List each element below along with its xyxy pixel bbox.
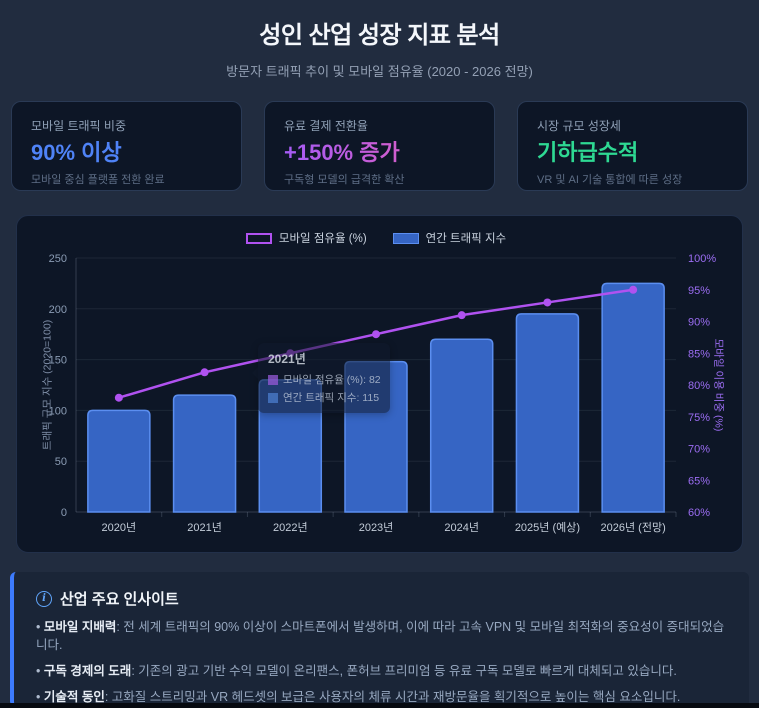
chart-tooltip: 2021년 모바일 점유율 (%): 82 연간 트래픽 지수: 115 [252, 343, 390, 413]
legend-label: 연간 트래픽 지수 [425, 233, 507, 245]
left-axis-tick: 100 [49, 405, 67, 417]
chart-panel: 모바일 점유율 (%) 연간 트래픽 지수 0 50 100 150 200 250 60%… [16, 215, 743, 553]
insight-text: : 전 세계 트래픽의 90% 이상이 스마트폰에서 발생하며, 이에 따라 고… [36, 620, 725, 653]
x-axis-label: 2026년 (전망) [601, 521, 666, 534]
stat-card-market-growth: 시장 규모 성장세 기하급수적 VR 및 AI 기술 통합에 따른 성장 [517, 101, 748, 191]
mobile-share-point [372, 330, 380, 339]
legend-item-traffic-index[interactable]: 연간 트래픽 지수 [392, 230, 507, 246]
insight-item: 구독 경제의 도래: 기존의 광고 기반 수익 모델이 온리팬스, 폰허브 프리… [36, 662, 727, 680]
stat-card-label: 유료 결제 전환율 [284, 119, 368, 133]
insights-title: 산업 주요 인사이트 [60, 591, 179, 608]
left-axis-tick: 50 [55, 456, 67, 468]
insights-panel: i 산업 주요 인사이트 모바일 지배력: 전 세계 트래픽의 90% 이상이 … [10, 572, 749, 707]
left-axis-tick: 250 [49, 253, 67, 265]
chart-legend: 모바일 점유율 (%) 연간 트래픽 지수 [76, 230, 676, 246]
tooltip-title: 2021년 [268, 352, 306, 366]
left-axis-tick: 200 [49, 304, 67, 316]
left-axis-tick: 0 [61, 507, 67, 519]
tooltip-swatch-purple [268, 374, 278, 385]
insight-text: : 고화질 스트리밍과 VR 헤드셋의 보급은 사용자의 체류 시간과 재방문율… [104, 690, 681, 705]
insight-item: 모바일 지배력: 전 세계 트래픽의 90% 이상이 스마트폰에서 발생하며, … [36, 618, 727, 654]
right-axis-tick: 95% [688, 285, 710, 297]
tooltip-row: 모바일 점유율 (%): 82 [268, 372, 381, 387]
mobile-share-point [114, 393, 123, 402]
right-axis-tick: 65% [688, 475, 710, 487]
insight-term: 기술적 동인 [43, 690, 105, 705]
left-axis-tick: 150 [49, 355, 67, 367]
right-axis-tick: 60% [688, 507, 710, 519]
mobile-share-point [200, 368, 209, 377]
stat-card-desc: 모바일 중심 플랫폼 전환 완료 [31, 174, 165, 187]
right-axis-tick: 80% [688, 380, 710, 392]
stat-card-mobile-traffic: 모바일 트래픽 비중 90% 이상 모바일 중심 플랫폼 전환 완료 [11, 101, 242, 191]
stat-card-label: 시장 규모 성장세 [537, 119, 621, 133]
insights-header: i 산업 주요 인사이트 [36, 588, 727, 609]
x-axis-label: 2023년 [359, 521, 394, 534]
right-axis-tick: 70% [688, 444, 710, 456]
right-axis-title: 모바일 이용 비중 (%) [712, 338, 725, 432]
traffic-bar [601, 282, 665, 513]
mobile-share-point [457, 311, 466, 320]
combo-chart[interactable]: 0 50 100 150 200 250 60% 65% 70% 75% 80% 85% 90% 95% 1… [17, 216, 744, 554]
bar-series-swatch [392, 232, 419, 244]
mobile-share-point [629, 285, 638, 294]
stat-card-value: +150% 증가 [284, 140, 475, 165]
legend-item-mobile-share[interactable]: 모바일 점유율 (%) [245, 230, 367, 246]
stat-card-value: 90% 이상 [31, 140, 122, 165]
traffic-bar [515, 313, 580, 513]
mobile-share-point [543, 298, 552, 307]
stat-cards-row: 모바일 트래픽 비중 90% 이상 모바일 중심 플랫폼 전환 완료 유료 결제… [11, 101, 748, 191]
page-header: 성인 산업 성장 지표 분석 방문자 트래픽 추이 및 모바일 점유율 (202… [0, 0, 759, 80]
insight-item: 기술적 동인: 고화질 스트리밍과 VR 헤드셋의 보급은 사용자의 체류 시간… [36, 688, 727, 706]
tooltip-text: 연간 트래픽 지수: 115 [283, 392, 380, 404]
tooltip-swatch-blue [268, 392, 278, 403]
page-title: 성인 산업 성장 지표 분석 [259, 22, 500, 49]
line-series-swatch [245, 232, 272, 244]
viewport-bottom-edge [0, 703, 759, 708]
x-axis-label: 2022년 [273, 521, 308, 534]
stat-card-paid-conversion: 유료 결제 전환율 +150% 증가 구독형 모델의 급격한 확산 [264, 101, 495, 191]
insight-term: 구독 경제의 도래 [43, 664, 132, 679]
x-axis-label: 2024년 [444, 521, 479, 534]
right-axis-tick: 100% [688, 253, 716, 265]
traffic-bar [87, 409, 151, 513]
stat-card-value: 기하급수적 [537, 140, 639, 165]
right-axis-tick: 90% [688, 317, 710, 329]
traffic-bar [429, 338, 494, 513]
tooltip-text: 모바일 점유율 (%): 82 [283, 374, 381, 386]
legend-label: 모바일 점유율 (%) [278, 233, 367, 245]
insight-text: : 기존의 광고 기반 수익 모델이 온리팬스, 폰허브 프리미엄 등 유료 구… [131, 664, 677, 679]
info-icon: i [36, 590, 52, 607]
x-axis-label: 2025년 (예상) [515, 521, 580, 534]
stat-card-label: 모바일 트래픽 비중 [31, 119, 126, 133]
left-axis-title: 트래픽 규모 지수 (2020=100) [41, 319, 54, 451]
page-subtitle: 방문자 트래픽 추이 및 모바일 점유율 (2020 - 2026 전망) [226, 64, 533, 79]
right-axis-tick: 75% [688, 412, 710, 424]
right-axis-tick: 85% [688, 348, 710, 360]
x-axis-label: 2021년 [187, 521, 222, 534]
stat-card-desc: VR 및 AI 기술 통합에 따른 성장 [537, 174, 683, 187]
stat-card-desc: 구독형 모델의 급격한 확산 [284, 174, 405, 187]
traffic-bar [172, 394, 237, 513]
tooltip-row: 연간 트래픽 지수: 115 [268, 390, 380, 405]
x-axis-label: 2020년 [102, 521, 137, 534]
insight-term: 모바일 지배력 [43, 620, 117, 634]
